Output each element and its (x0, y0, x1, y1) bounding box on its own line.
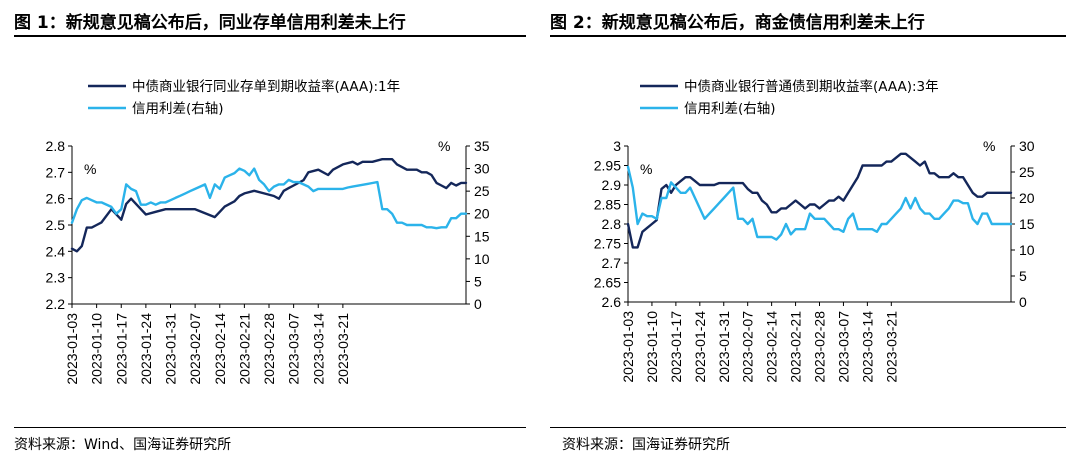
figure-2-title-rule (550, 35, 1066, 37)
chart2-right-tick-label: 25 (1019, 164, 1035, 180)
chart1-right-tick-label: 0 (474, 296, 482, 312)
chart1-left-tick-label: 2.7 (46, 164, 66, 180)
chart2-series-1-line (626, 152, 1013, 249)
chart1-x-tick-label: 2023-03-07 (286, 313, 302, 385)
chart2-right-tick-label: 10 (1019, 242, 1035, 258)
chart1-left-tick-label: 2.4 (46, 243, 66, 259)
chart2-x-tick-label: 2023-01-24 (692, 311, 708, 383)
chart2-left-tick-label: 2.7 (602, 255, 622, 271)
figure-1-footer-rule (14, 427, 526, 428)
figure-1-title: 图 1：新规意见稿公布后，同业存单信用利差未上行 (14, 13, 406, 33)
chart2-x-tick-label: 2023-01-10 (644, 311, 660, 383)
chart1-group (68, 84, 470, 308)
chart2-left-tick-label: 3 (613, 138, 621, 154)
chart2-x-tick-label: 2023-03-21 (883, 311, 899, 383)
chart2-right-tick-label: 15 (1019, 216, 1035, 232)
chart2-x-tick-label: 2023-02-07 (740, 311, 756, 383)
chart2-x-tick-label: 2023-01-03 (620, 311, 636, 383)
chart2-x-tick-label: 2023-03-14 (859, 311, 875, 383)
chart1-right-tick-label: 25 (474, 183, 490, 199)
figure-1-source: 资料来源：Wind、国海证券研究所 (14, 437, 232, 453)
chart1-legend-label-1: 中债商业银行同业存单到期收益率(AAA):1年 (132, 78, 400, 95)
chart2-left-tick-label: 2.6 (602, 294, 622, 310)
chart2-x-tick-label: 2023-02-21 (788, 311, 804, 383)
chart1-series-2-line (70, 167, 468, 230)
chart2-series-2-line (626, 165, 1013, 241)
figure-2-title: 图 2：新规意见稿公布后，商金债信用利差未上行 (550, 13, 925, 33)
chart2-x-tick-label: 2023-01-17 (668, 311, 684, 383)
chart2-legend-label-2: 信用利差(右轴) (684, 101, 776, 117)
chart1-right-tick-label: 20 (474, 206, 490, 222)
chart2-x-tick-label: 2023-01-31 (716, 311, 732, 383)
chart1-x-tick-label: 2023-01-24 (138, 313, 154, 385)
chart1-x-tick-label: 2023-03-14 (310, 313, 326, 385)
chart2-x-tick-label: 2023-03-07 (835, 311, 851, 383)
chart1-x-tick-label: 2023-01-31 (163, 313, 179, 385)
chart2-group (624, 84, 1015, 306)
chart1-left-tick-label: 2.3 (46, 270, 66, 286)
chart1-right-tick-label: 35 (474, 138, 490, 154)
figure-1-title-rule (14, 35, 526, 37)
chart1-series-1-line (70, 157, 468, 253)
chart2-right-tick-label: 0 (1019, 294, 1027, 310)
chart2-left-tick-label: 2.85 (594, 197, 621, 213)
chart2-right-tick-label: 30 (1019, 138, 1035, 154)
figure-2-source: 资料来源：国海证券研究所 (562, 437, 730, 453)
chart1-right-tick-label: 5 (474, 273, 482, 289)
chart1-right-tick-label: 30 (474, 161, 490, 177)
chart1-x-tick-label: 2023-01-10 (89, 313, 105, 385)
chart1-left-tick-label: 2.8 (46, 138, 66, 154)
chart1-right-tick-label: 10 (474, 251, 490, 267)
chart2-left-tick-label: 2.8 (602, 216, 622, 232)
figure-2-footer-rule (550, 427, 1066, 428)
chart1-x-tick-label: 2023-02-14 (212, 313, 228, 385)
chart2-x-tick-label: 2023-02-28 (812, 311, 828, 383)
chart1-x-tick-label: 2023-03-21 (335, 313, 351, 385)
chart2-left-tick-label: 2.75 (594, 236, 621, 252)
chart2-legend-label-1: 中债商业银行普通债到期收益率(AAA):3年 (684, 78, 939, 95)
chart1-left-tick-label: 2.5 (46, 217, 66, 233)
chart1-x-tick-label: 2023-02-07 (187, 313, 203, 385)
chart1-left-tick-label: 2.6 (46, 191, 66, 207)
chart2-right-tick-label: 5 (1019, 268, 1027, 284)
chart2-left-tick-label: 2.65 (594, 275, 621, 291)
chart2-right-unit-label: % (983, 138, 995, 154)
chart2-right-tick-label: 20 (1019, 190, 1035, 206)
chart2-left-tick-label: 2.95 (594, 158, 621, 174)
chart1-left-unit-label: % (84, 161, 96, 177)
chart1-x-tick-label: 2023-01-03 (64, 313, 80, 385)
chart1-x-tick-label: 2023-02-28 (261, 313, 277, 385)
chart1-legend-label-2: 信用利差(右轴) (132, 101, 224, 117)
chart2-left-unit-label: % (640, 161, 652, 177)
chart1-x-tick-label: 2023-01-17 (113, 313, 129, 385)
chart2-left-tick-label: 2.9 (602, 177, 622, 193)
chart1-right-unit-label: % (438, 138, 450, 154)
chart2-x-tick-label: 2023-02-14 (764, 311, 780, 383)
chart1-right-tick-label: 15 (474, 228, 490, 244)
chart1-left-tick-label: 2.2 (46, 296, 66, 312)
chart1-x-tick-label: 2023-02-21 (236, 313, 252, 385)
